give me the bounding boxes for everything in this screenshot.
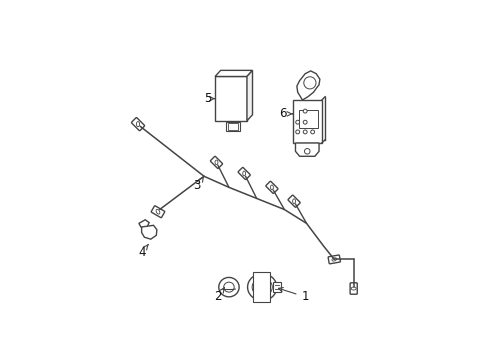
Circle shape [304,149,310,154]
FancyBboxPatch shape [131,118,145,131]
Circle shape [311,130,315,134]
Circle shape [303,130,307,134]
FancyBboxPatch shape [350,283,357,294]
Text: 6: 6 [279,107,293,120]
Circle shape [304,77,316,89]
Ellipse shape [293,199,295,203]
Polygon shape [215,70,252,76]
Ellipse shape [219,278,239,297]
Bar [226,122,240,131]
Bar [215,76,247,121]
Text: 2: 2 [214,288,224,303]
Ellipse shape [270,185,273,190]
Bar [228,123,238,130]
Text: 3: 3 [194,177,204,193]
FancyBboxPatch shape [151,206,165,218]
Text: 5: 5 [204,92,215,105]
Bar [273,282,281,292]
Circle shape [303,109,307,113]
FancyBboxPatch shape [266,181,278,193]
Ellipse shape [351,287,356,290]
Text: 4: 4 [138,244,148,259]
Ellipse shape [257,283,267,292]
Text: 1: 1 [278,288,309,303]
Polygon shape [297,71,320,100]
Bar [299,110,318,128]
Ellipse shape [243,171,245,176]
Polygon shape [247,70,252,121]
FancyBboxPatch shape [238,167,250,180]
Ellipse shape [215,160,218,165]
Ellipse shape [247,274,277,301]
Polygon shape [295,143,319,156]
Polygon shape [142,225,157,239]
Bar [253,272,270,302]
Bar [293,100,322,143]
Polygon shape [139,220,149,228]
Ellipse shape [252,278,272,296]
Ellipse shape [156,210,160,214]
Circle shape [296,130,300,134]
Circle shape [296,120,300,124]
FancyBboxPatch shape [328,255,341,264]
FancyBboxPatch shape [288,195,300,207]
Circle shape [303,120,307,124]
FancyBboxPatch shape [210,156,222,168]
Ellipse shape [136,122,140,127]
Ellipse shape [332,258,337,261]
Ellipse shape [224,282,234,292]
